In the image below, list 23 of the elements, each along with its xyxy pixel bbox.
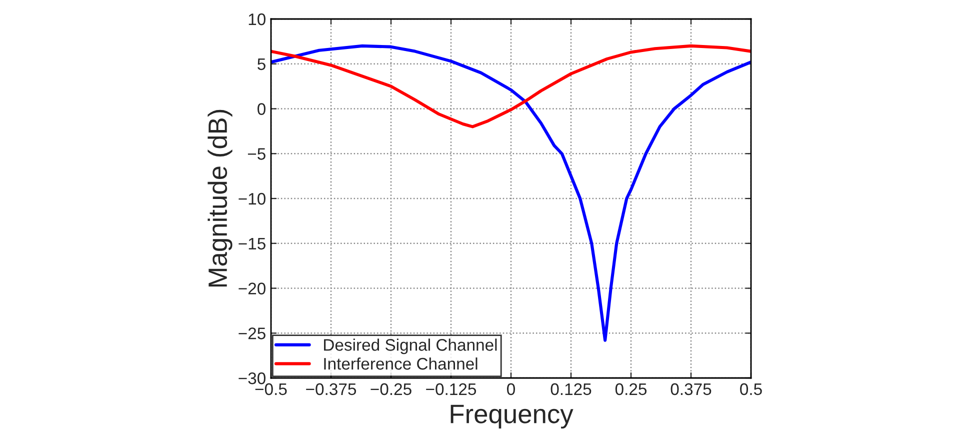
y-tick-label: −25 — [238, 328, 266, 340]
y-tick-label: −15 — [238, 238, 266, 250]
x-tick-label: −0.5 — [255, 383, 287, 396]
y-tick-label: 5 — [258, 58, 266, 70]
y-tick-label: 0 — [258, 103, 266, 115]
x-tick-label: −0.375 — [306, 383, 356, 396]
line-series — [271, 44, 751, 128]
y-tick-label: 10 — [248, 13, 266, 26]
y-axis-title: Magnitude (dB) — [208, 110, 232, 287]
x-tick-label: 0.375 — [670, 383, 712, 396]
x-tick-label: 0 — [507, 383, 515, 396]
x-tick-label: 0.125 — [550, 383, 592, 396]
y-tick-label: −10 — [238, 192, 266, 205]
x-tick-label: −0.25 — [370, 383, 412, 396]
x-tick-label: −0.125 — [426, 383, 476, 396]
y-tick-label: −20 — [238, 282, 266, 294]
legend-label: Desired Signal Channel — [324, 338, 497, 354]
y-tick-label: −5 — [248, 148, 266, 160]
legend-label: Interference Channel — [324, 357, 478, 370]
x-tick-label: 0.5 — [740, 383, 762, 396]
y-tick-label: −30 — [238, 372, 266, 384]
x-axis-title: Frequency — [450, 404, 574, 429]
x-tick-label: 0.25 — [615, 383, 647, 396]
